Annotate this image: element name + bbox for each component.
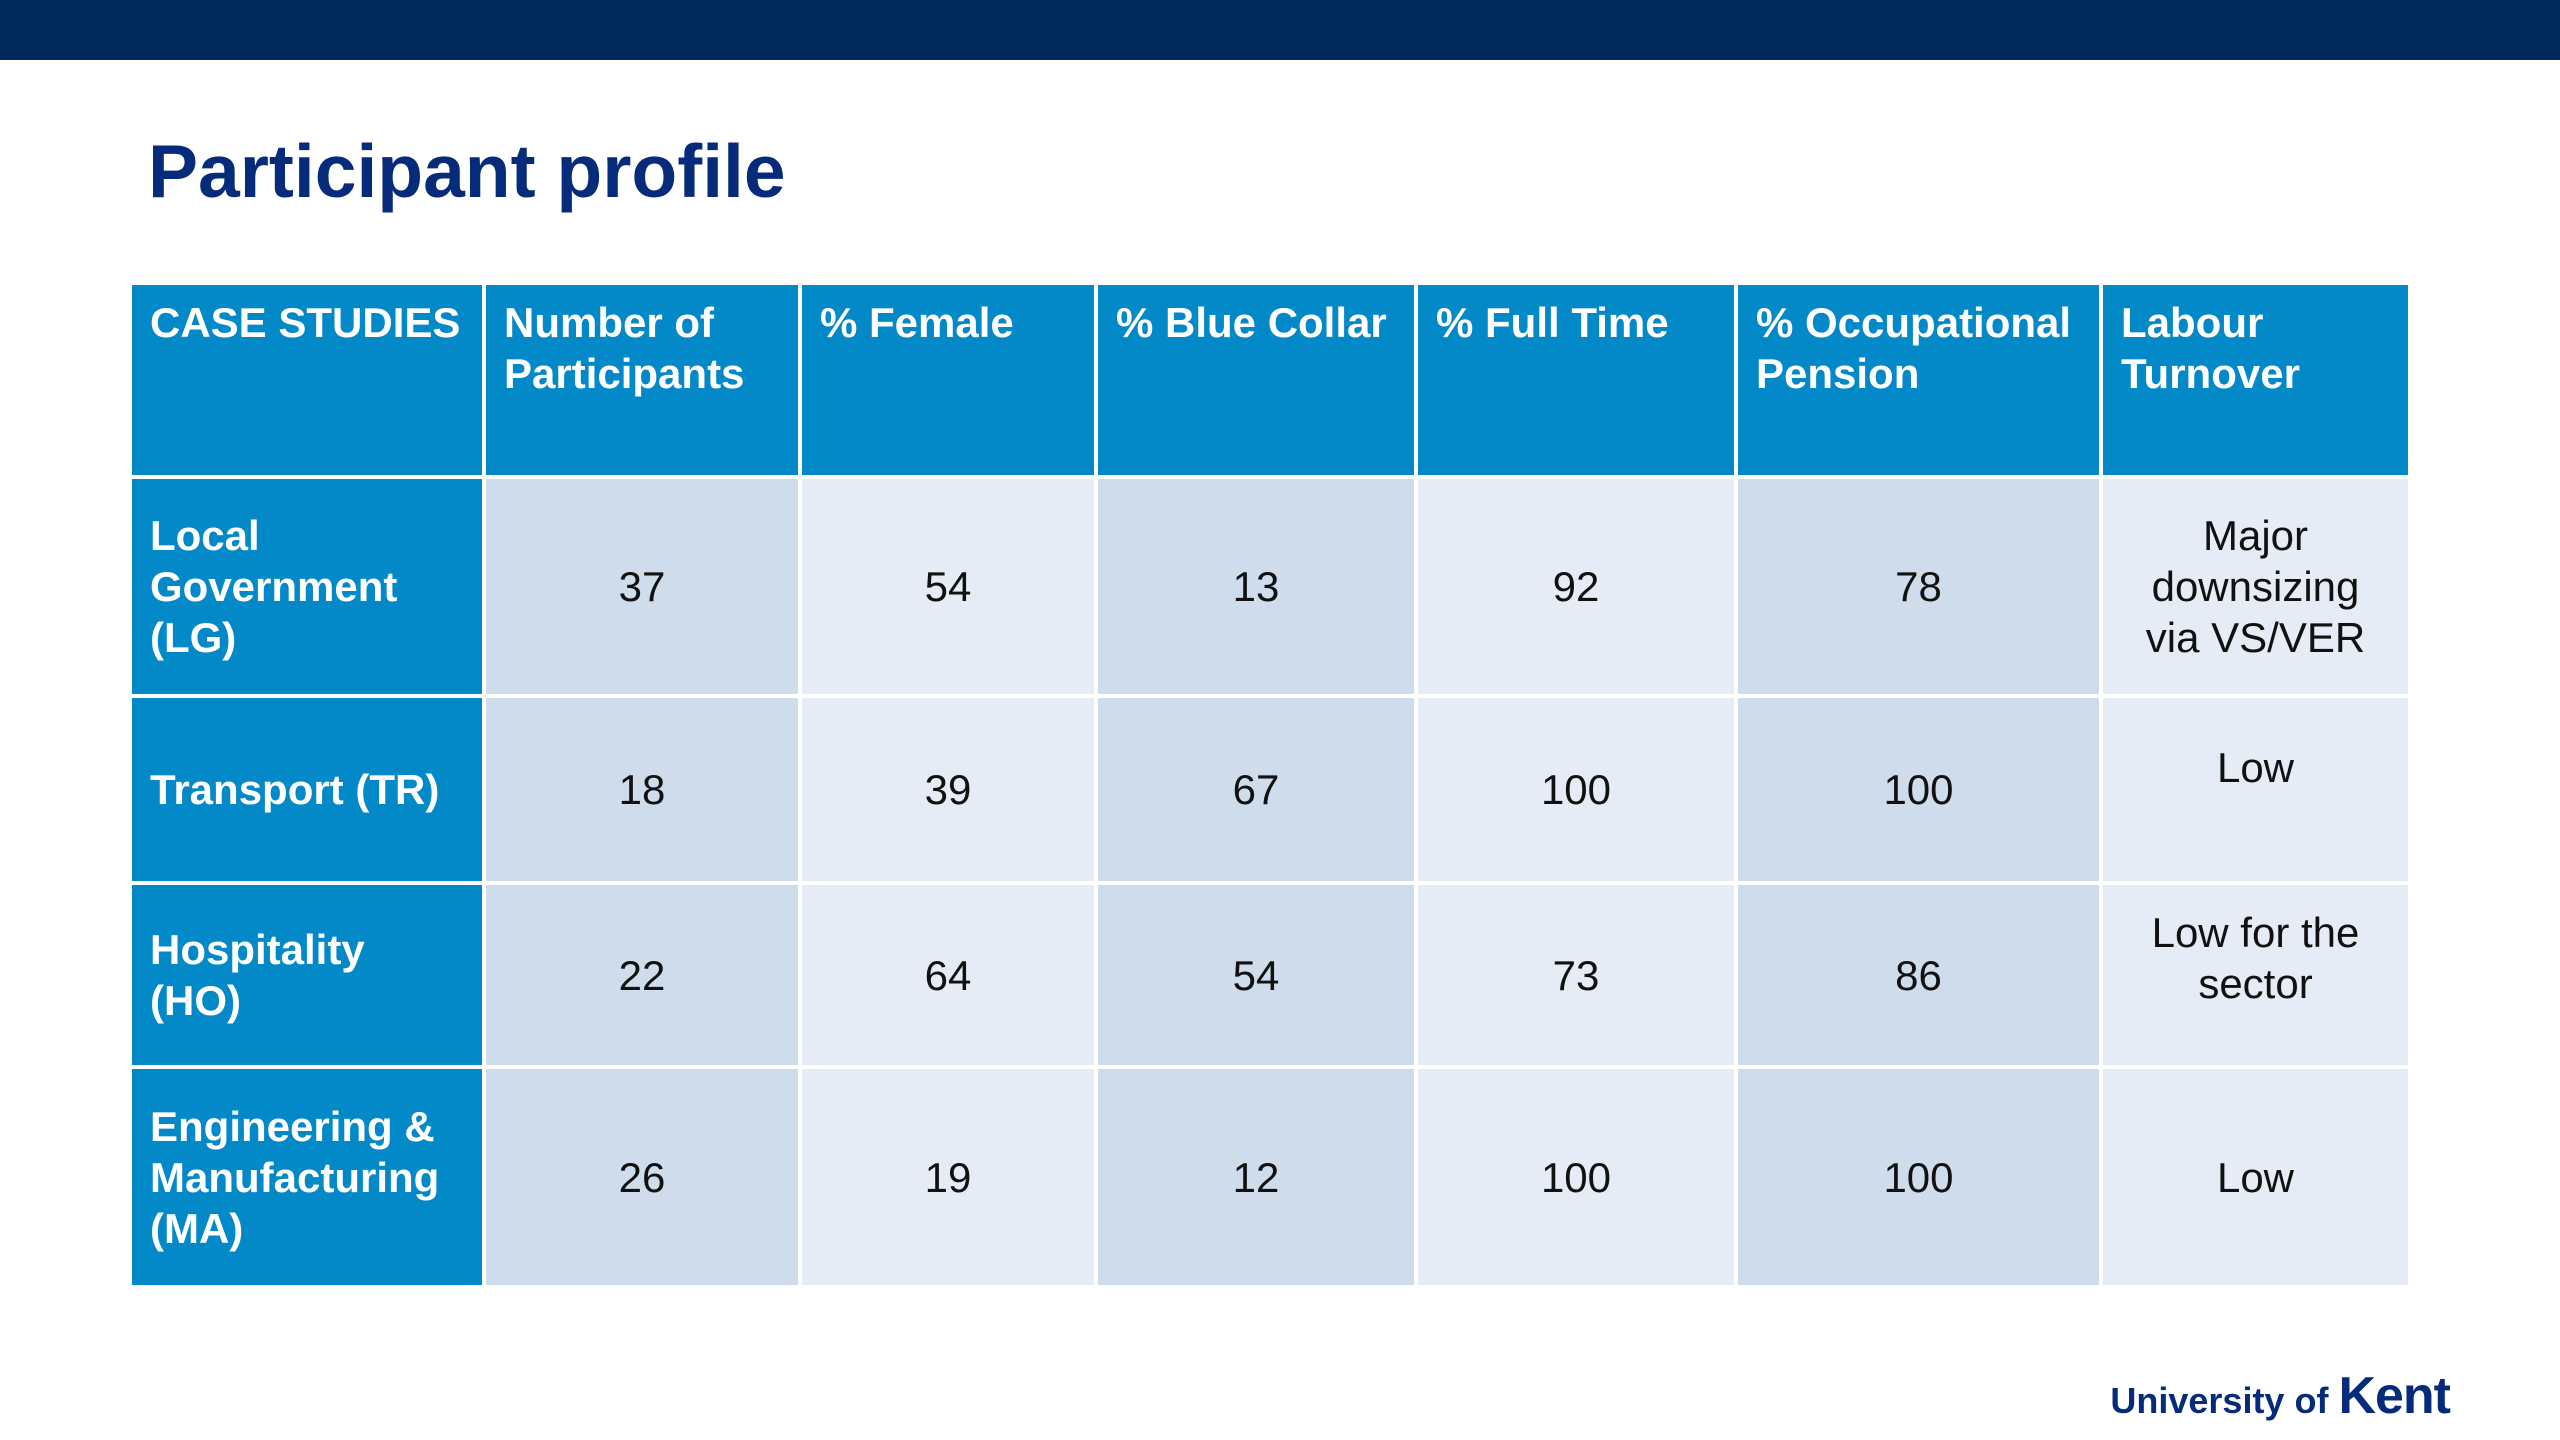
table-row: Transport (TR) 18 39 67 100 100 Low [132,698,2408,881]
column-header-blue-collar: % Blue Collar [1098,285,1414,475]
row-header-case: Transport (TR) [132,698,482,881]
cell-pension: 100 [1738,1069,2099,1285]
cell-female: 19 [802,1069,1094,1285]
column-header-participants: Number of Participants [486,285,798,475]
participant-profile-table: CASE STUDIES Number of Participants % Fe… [128,281,2412,1289]
slide-title: Participant profile [148,129,786,213]
cell-turnover: Low [2103,698,2408,881]
cell-full-time: 73 [1418,885,1734,1065]
table-row: Engineering & Manufacturing (MA) 26 19 1… [132,1069,2408,1285]
cell-participants: 22 [486,885,798,1065]
column-header-female: % Female [802,285,1094,475]
cell-turnover: Low [2103,1069,2408,1285]
column-header-turnover: Labour Turnover [2103,285,2408,475]
column-header-full-time: % Full Time [1418,285,1734,475]
cell-full-time: 92 [1418,479,1734,694]
table-header-row: CASE STUDIES Number of Participants % Fe… [132,285,2408,475]
cell-female: 39 [802,698,1094,881]
cell-blue-collar: 67 [1098,698,1414,881]
top-banner [0,0,2560,60]
cell-full-time: 100 [1418,1069,1734,1285]
university-of-kent-logo: University of Kent [2110,1366,2451,1426]
cell-participants: 37 [486,479,798,694]
cell-participants: 26 [486,1069,798,1285]
logo-prefix: University of [2110,1380,2339,1421]
row-header-case: Engineering & Manufacturing (MA) [132,1069,482,1285]
column-header-case-studies: CASE STUDIES [132,285,482,475]
cell-blue-collar: 54 [1098,885,1414,1065]
logo-name: Kent [2338,1367,2451,1425]
table-row: Local Government (LG) 37 54 13 92 78 Maj… [132,479,2408,694]
cell-pension: 100 [1738,698,2099,881]
cell-turnover: Low for the sector [2103,885,2408,1065]
cell-turnover: Major downsizing via VS/VER [2103,479,2408,694]
table-row: Hospitality (HO) 22 64 54 73 86 Low for … [132,885,2408,1065]
row-header-case: Local Government (LG) [132,479,482,694]
cell-female: 54 [802,479,1094,694]
cell-full-time: 100 [1418,698,1734,881]
row-header-case: Hospitality (HO) [132,885,482,1065]
cell-female: 64 [802,885,1094,1065]
column-header-pension: % Occupational Pension [1738,285,2099,475]
cell-blue-collar: 12 [1098,1069,1414,1285]
cell-pension: 78 [1738,479,2099,694]
cell-pension: 86 [1738,885,2099,1065]
cell-participants: 18 [486,698,798,881]
cell-blue-collar: 13 [1098,479,1414,694]
